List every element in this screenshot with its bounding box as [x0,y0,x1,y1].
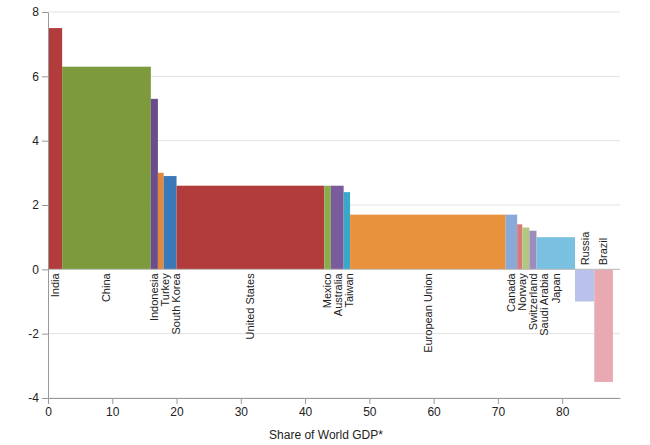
x-axis-line [49,398,621,399]
category-label: European Union [422,273,434,353]
x-tick-mark [177,398,178,404]
x-tick-label: 50 [363,405,377,419]
y-tick: -4 [28,391,48,405]
bar [62,67,151,270]
x-tick-label: 20 [170,405,184,419]
x-tick: 10 [106,398,120,419]
x-tick-mark [369,398,370,404]
x-tick-mark [112,398,113,404]
category-labels: IndiaChinaIndonesiaTurkeySouth KoreaUnit… [49,231,610,353]
y-tick-label: 8 [32,5,39,19]
x-tick-label: 30 [235,405,249,419]
y-tick: 8 [32,5,48,19]
grid-line [48,269,620,270]
y-tick-mark [42,205,48,206]
bar [506,215,518,270]
grid-line [48,398,620,399]
category-label: United States [244,273,256,340]
category-label: Saudi Arabia [538,272,550,335]
x-tick: 80 [556,398,570,419]
y-tick-label: 6 [32,70,39,84]
x-tick: 30 [235,398,249,419]
y-tick-mark [42,12,48,13]
y-tick-mark [42,334,48,335]
y-tick-label: -2 [28,327,39,341]
y-tick-mark [42,269,48,270]
y-tick-mark [42,141,48,142]
category-label: China [100,272,112,302]
y-tick-label: 0 [32,263,39,277]
y-tick: 4 [32,134,48,148]
category-label: Japan [550,273,562,303]
x-tick-label: 10 [106,405,120,419]
x-tick: 70 [492,398,506,419]
bar [48,28,62,269]
y-tick-mark [42,398,48,399]
bar [151,99,158,269]
x-tick: 50 [363,398,377,419]
x-tick: 0 [45,398,52,419]
category-label: Taiwan [343,273,355,307]
x-axis: 0 10 20 30 40 50 60 70 80 [45,398,620,419]
y-tick: 6 [32,70,48,84]
y-tick: -2 [28,327,48,341]
x-tick-label: 60 [427,405,441,419]
x-tick: 60 [427,398,441,419]
x-tick-mark [434,398,435,404]
y-tick-label: 2 [32,198,39,212]
grid [48,12,620,398]
bar [575,269,594,301]
chart: -4-20246801020304050607080Share of World… [0,0,650,445]
y-axis-line [48,13,49,399]
grid-line [48,12,620,13]
y-tick: 2 [32,198,48,212]
bar [331,186,344,270]
x-tick-mark [241,398,242,404]
category-label: South Korea [170,272,182,334]
bar [324,186,330,270]
x-tick: 20 [170,398,184,419]
x-tick-label: 70 [492,405,506,419]
x-tick-mark [498,398,499,404]
x-axis-title: Share of World GDP* [269,428,383,442]
y-tick-label: -4 [28,391,39,405]
x-tick-label: 40 [299,405,313,419]
bar [529,231,536,270]
bar [158,173,164,269]
y-axis: -4 -2 0 2 4 6 8 [28,5,48,405]
bar [536,237,575,269]
bar [164,176,177,269]
x-tick-label: 0 [45,405,52,419]
bars [48,28,613,382]
baseline [48,269,620,270]
bar [350,215,506,270]
bar [344,192,350,269]
category-label: India [49,272,61,297]
grid-line [48,333,620,334]
category-label: Russia [579,231,591,266]
bar [177,186,325,270]
bar [522,228,529,270]
x-tick-label: 80 [556,405,570,419]
category-label: Brazil [597,238,609,266]
bar [517,224,522,269]
y-tick-mark [42,76,48,77]
x-tick-mark [305,398,306,404]
x-tick-mark [48,398,49,404]
x-tick: 40 [299,398,313,419]
y-tick: 0 [32,263,48,277]
bar [594,269,613,382]
x-tick-mark [562,398,563,404]
y-tick-label: 4 [32,134,39,148]
